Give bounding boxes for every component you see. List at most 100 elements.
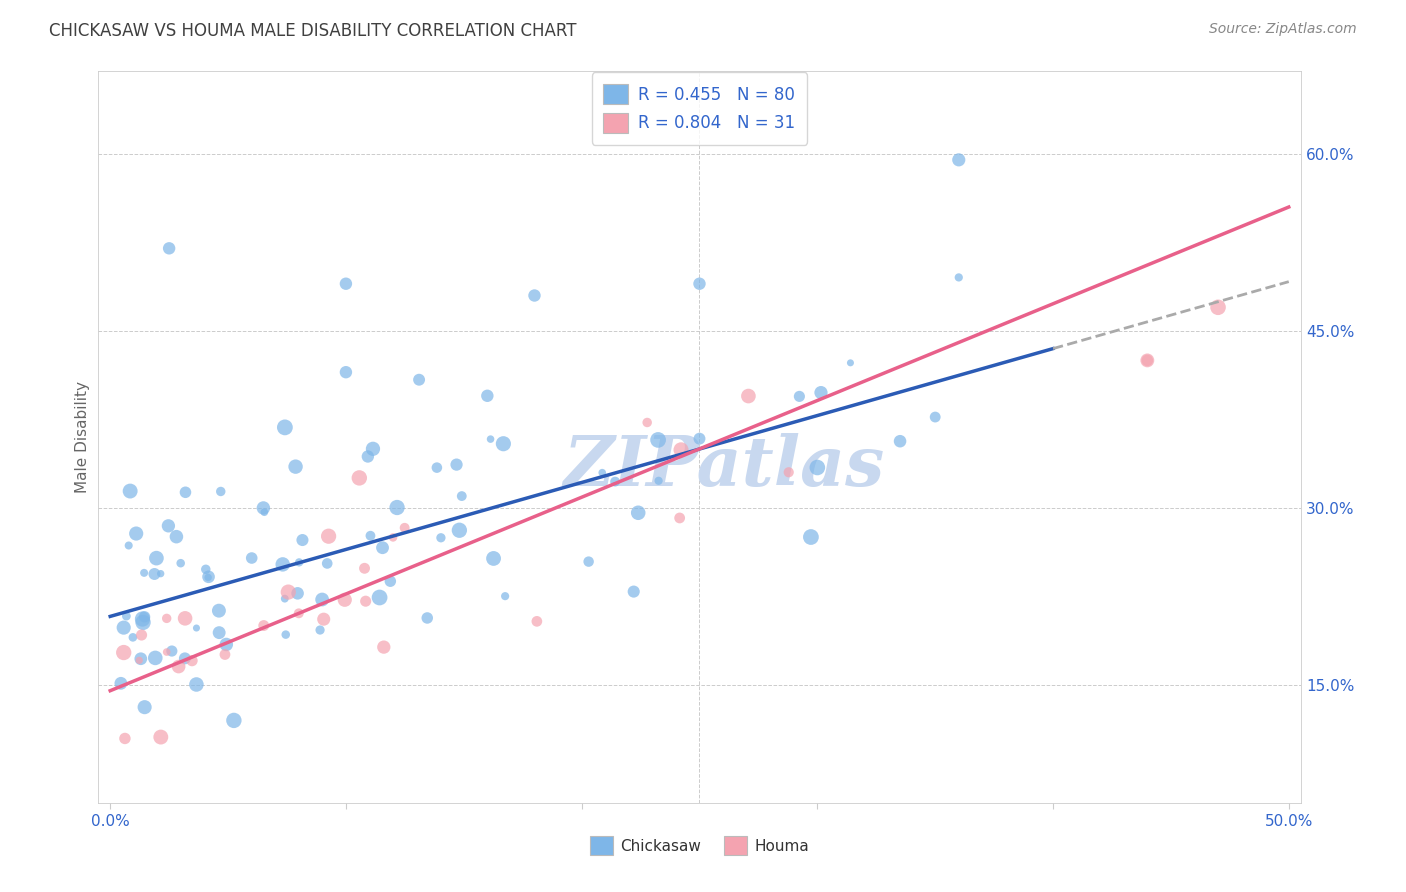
- Point: [112, 646, 135, 660]
- Point: [115, 609, 138, 624]
- Point: [208, 604, 231, 618]
- Point: [312, 612, 335, 626]
- Legend: Chickasaw, Houma: Chickasaw, Houma: [583, 830, 815, 861]
- Point: [430, 531, 453, 545]
- Point: [426, 460, 449, 475]
- Point: [449, 523, 471, 537]
- Y-axis label: Male Disability: Male Disability: [75, 381, 90, 493]
- Point: [165, 530, 187, 544]
- Point: [623, 584, 645, 599]
- Point: [143, 651, 166, 665]
- Point: [174, 485, 197, 500]
- Point: [174, 611, 197, 625]
- Point: [114, 731, 136, 746]
- Point: [240, 551, 263, 566]
- Point: [112, 621, 135, 635]
- Point: [359, 529, 381, 543]
- Point: [134, 700, 156, 714]
- Point: [186, 677, 208, 691]
- Point: [335, 365, 357, 379]
- Point: [287, 586, 309, 600]
- Text: ZIPatlas: ZIPatlas: [562, 433, 884, 500]
- Point: [311, 592, 333, 607]
- Point: [335, 277, 357, 291]
- Point: [446, 458, 468, 472]
- Point: [1206, 301, 1229, 315]
- Point: [349, 471, 371, 485]
- Point: [948, 270, 970, 285]
- Point: [170, 556, 193, 570]
- Point: [523, 288, 546, 302]
- Point: [394, 521, 416, 535]
- Point: [122, 631, 145, 645]
- Point: [494, 589, 516, 603]
- Point: [291, 533, 314, 547]
- Point: [157, 241, 180, 255]
- Point: [252, 500, 274, 515]
- Point: [354, 594, 377, 608]
- Point: [318, 529, 340, 543]
- Point: [194, 562, 217, 576]
- Point: [636, 416, 658, 430]
- Point: [647, 433, 669, 447]
- Point: [209, 484, 232, 499]
- Point: [800, 530, 823, 544]
- Point: [149, 730, 172, 744]
- Point: [361, 442, 384, 456]
- Point: [669, 442, 692, 457]
- Point: [274, 420, 297, 434]
- Point: [492, 436, 515, 450]
- Point: [479, 432, 502, 446]
- Point: [482, 551, 505, 566]
- Point: [129, 652, 152, 666]
- Point: [274, 627, 297, 641]
- Point: [149, 566, 172, 581]
- Point: [1136, 353, 1159, 368]
- Point: [668, 511, 690, 525]
- Point: [371, 541, 394, 555]
- Point: [134, 609, 156, 624]
- Point: [316, 557, 339, 571]
- Point: [214, 648, 236, 662]
- Point: [789, 389, 811, 403]
- Point: [145, 551, 167, 566]
- Point: [647, 474, 669, 488]
- Point: [578, 555, 600, 569]
- Point: [156, 611, 179, 625]
- Point: [924, 410, 946, 425]
- Point: [627, 506, 650, 520]
- Point: [689, 277, 711, 291]
- Point: [120, 484, 142, 499]
- Point: [450, 489, 472, 503]
- Point: [284, 459, 307, 474]
- Point: [274, 591, 297, 606]
- Point: [143, 566, 166, 581]
- Point: [222, 714, 245, 728]
- Point: [382, 530, 405, 544]
- Point: [948, 153, 970, 167]
- Point: [134, 566, 156, 580]
- Point: [110, 676, 132, 690]
- Point: [357, 450, 380, 464]
- Point: [1136, 353, 1159, 368]
- Point: [689, 432, 711, 446]
- Point: [131, 628, 153, 642]
- Point: [810, 385, 832, 400]
- Point: [373, 640, 395, 654]
- Point: [174, 651, 197, 665]
- Point: [353, 561, 375, 575]
- Point: [309, 623, 332, 637]
- Point: [380, 574, 402, 589]
- Point: [368, 591, 391, 605]
- Point: [591, 466, 613, 480]
- Point: [477, 389, 499, 403]
- Point: [118, 539, 141, 553]
- Point: [333, 592, 356, 607]
- Point: [132, 615, 155, 630]
- Point: [156, 645, 179, 659]
- Text: CHICKASAW VS HOUMA MALE DISABILITY CORRELATION CHART: CHICKASAW VS HOUMA MALE DISABILITY CORRE…: [49, 22, 576, 40]
- Point: [277, 585, 299, 599]
- Point: [253, 618, 276, 632]
- Point: [181, 654, 204, 668]
- Point: [839, 356, 862, 370]
